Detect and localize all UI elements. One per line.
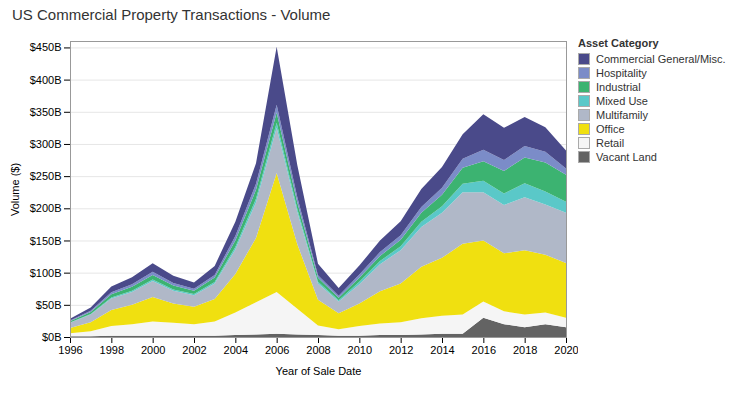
html-text:Multifamily: Multifamily bbox=[596, 109, 648, 121]
svg-text:2000: 2000 bbox=[141, 344, 165, 356]
html-text:US Commercial Property Transac: US Commercial Property Transactions - Vo… bbox=[12, 6, 331, 23]
svg-text:1996: 1996 bbox=[58, 344, 82, 356]
svg-text:$250B: $250B bbox=[30, 170, 62, 182]
svg-text:$400B: $400B bbox=[30, 74, 62, 86]
html-text:Retail: Retail bbox=[596, 137, 625, 149]
html-text:Vacant Land: Vacant Land bbox=[596, 151, 657, 163]
svg-text:$50B: $50B bbox=[36, 299, 62, 311]
svg-text:2006: 2006 bbox=[265, 344, 289, 356]
html-text:Commercial General/Misc.: Commercial General/Misc. bbox=[596, 53, 726, 65]
svg-text:Volume ($): Volume ($) bbox=[9, 163, 21, 216]
svg-text:$200B: $200B bbox=[30, 202, 62, 214]
svg-text:2012: 2012 bbox=[389, 344, 413, 356]
svg-text:2014: 2014 bbox=[430, 344, 454, 356]
svg-text:$450B: $450B bbox=[30, 41, 62, 53]
svg-text:2018: 2018 bbox=[513, 344, 537, 356]
html-text:Asset Category: Asset Category bbox=[578, 37, 659, 49]
svg-text:$0B: $0B bbox=[42, 331, 62, 343]
svg-text:1998: 1998 bbox=[100, 344, 124, 356]
svg-text:2002: 2002 bbox=[182, 344, 206, 356]
html-text:Industrial: Industrial bbox=[596, 81, 641, 93]
svg-text:$150B: $150B bbox=[30, 234, 62, 246]
svg-text:$350B: $350B bbox=[30, 106, 62, 118]
svg-text:2008: 2008 bbox=[306, 344, 330, 356]
html-text:Hospitality: Hospitality bbox=[596, 67, 647, 79]
svg-text:Year of Sale Date: Year of Sale Date bbox=[276, 365, 362, 377]
svg-text:2004: 2004 bbox=[224, 344, 248, 356]
svg-text:2020: 2020 bbox=[554, 344, 578, 356]
svg-text:2016: 2016 bbox=[472, 344, 496, 356]
html-text:Mixed Use: Mixed Use bbox=[596, 95, 648, 107]
svg-text:$100B: $100B bbox=[30, 267, 62, 279]
svg-text:2010: 2010 bbox=[348, 344, 372, 356]
svg-text:$300B: $300B bbox=[30, 138, 62, 150]
html-text:Office: Office bbox=[596, 123, 625, 135]
